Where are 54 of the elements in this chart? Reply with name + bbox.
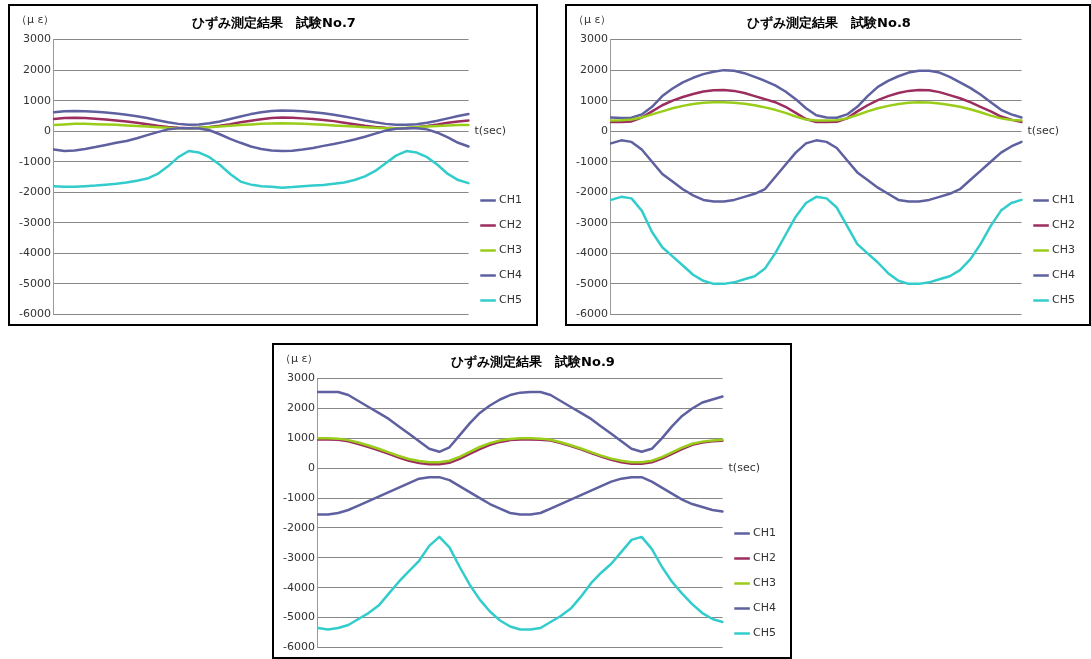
y-tick-label: -5000 [282, 610, 315, 624]
x-axis-title: t(sec) [474, 124, 506, 138]
chart-title: ひずみ測定結果 試験No.8 [747, 15, 911, 31]
y-tick-label: 3000 [579, 32, 608, 46]
y-tick-label: 0 [43, 124, 51, 138]
y-tick-label: -1000 [282, 490, 315, 504]
legend-label: CH1 [753, 526, 776, 540]
legend-label: CH3 [499, 243, 522, 257]
legend-label: CH5 [753, 626, 776, 640]
legend-label: CH3 [1052, 243, 1075, 257]
y-axis-title: （μ ε） [16, 12, 55, 26]
legend-label: CH3 [753, 576, 776, 590]
y-tick-label: -3000 [282, 550, 315, 564]
y-tick-label: 3000 [22, 32, 51, 46]
x-axis-title: t(sec) [1027, 124, 1059, 138]
y-tick-label: 2000 [22, 62, 51, 76]
legend-label: CH2 [753, 551, 776, 565]
y-axis-title: （μ ε） [573, 12, 612, 26]
y-tick-label: -5000 [575, 276, 608, 290]
y-tick-label: 0 [600, 124, 608, 138]
y-tick-label: -6000 [282, 640, 315, 654]
y-tick-label: -1000 [575, 154, 608, 168]
y-tick-label: 1000 [22, 93, 51, 107]
y-tick-label: 1000 [286, 431, 315, 445]
y-tick-label: -5000 [18, 276, 51, 290]
y-tick-label: 1000 [579, 93, 608, 107]
y-tick-label: -2000 [282, 520, 315, 534]
legend-label: CH4 [499, 268, 522, 282]
legend-label: CH2 [499, 218, 522, 232]
y-tick-label: -6000 [18, 307, 51, 321]
y-tick-label: -1000 [18, 154, 51, 168]
legend-label: CH1 [1052, 193, 1075, 207]
y-tick-label: -2000 [575, 185, 608, 199]
x-axis-title: t(sec) [728, 461, 760, 475]
y-tick-label: -4000 [575, 246, 608, 260]
y-tick-label: -6000 [575, 307, 608, 321]
y-tick-label: -4000 [282, 580, 315, 594]
chart-title: ひずみ測定結果 試験No.9 [451, 354, 615, 370]
y-tick-label: 3000 [286, 371, 315, 385]
y-tick-label: 2000 [286, 401, 315, 415]
legend-label: CH4 [1052, 268, 1075, 282]
y-axis-title: （μ ε） [280, 351, 319, 365]
legend-label: CH4 [753, 601, 776, 615]
y-tick-label: 0 [307, 461, 315, 475]
legend-label: CH1 [499, 193, 522, 207]
y-tick-label: 2000 [579, 62, 608, 76]
y-tick-label: -2000 [18, 185, 51, 199]
chart-title: ひずみ測定結果 試験No.7 [192, 15, 356, 31]
legend-label: CH5 [499, 293, 522, 307]
y-tick-label: -3000 [575, 215, 608, 229]
y-tick-label: -3000 [18, 215, 51, 229]
y-tick-label: -4000 [18, 246, 51, 260]
legend-label: CH5 [1052, 293, 1075, 307]
legend-label: CH2 [1052, 218, 1075, 232]
